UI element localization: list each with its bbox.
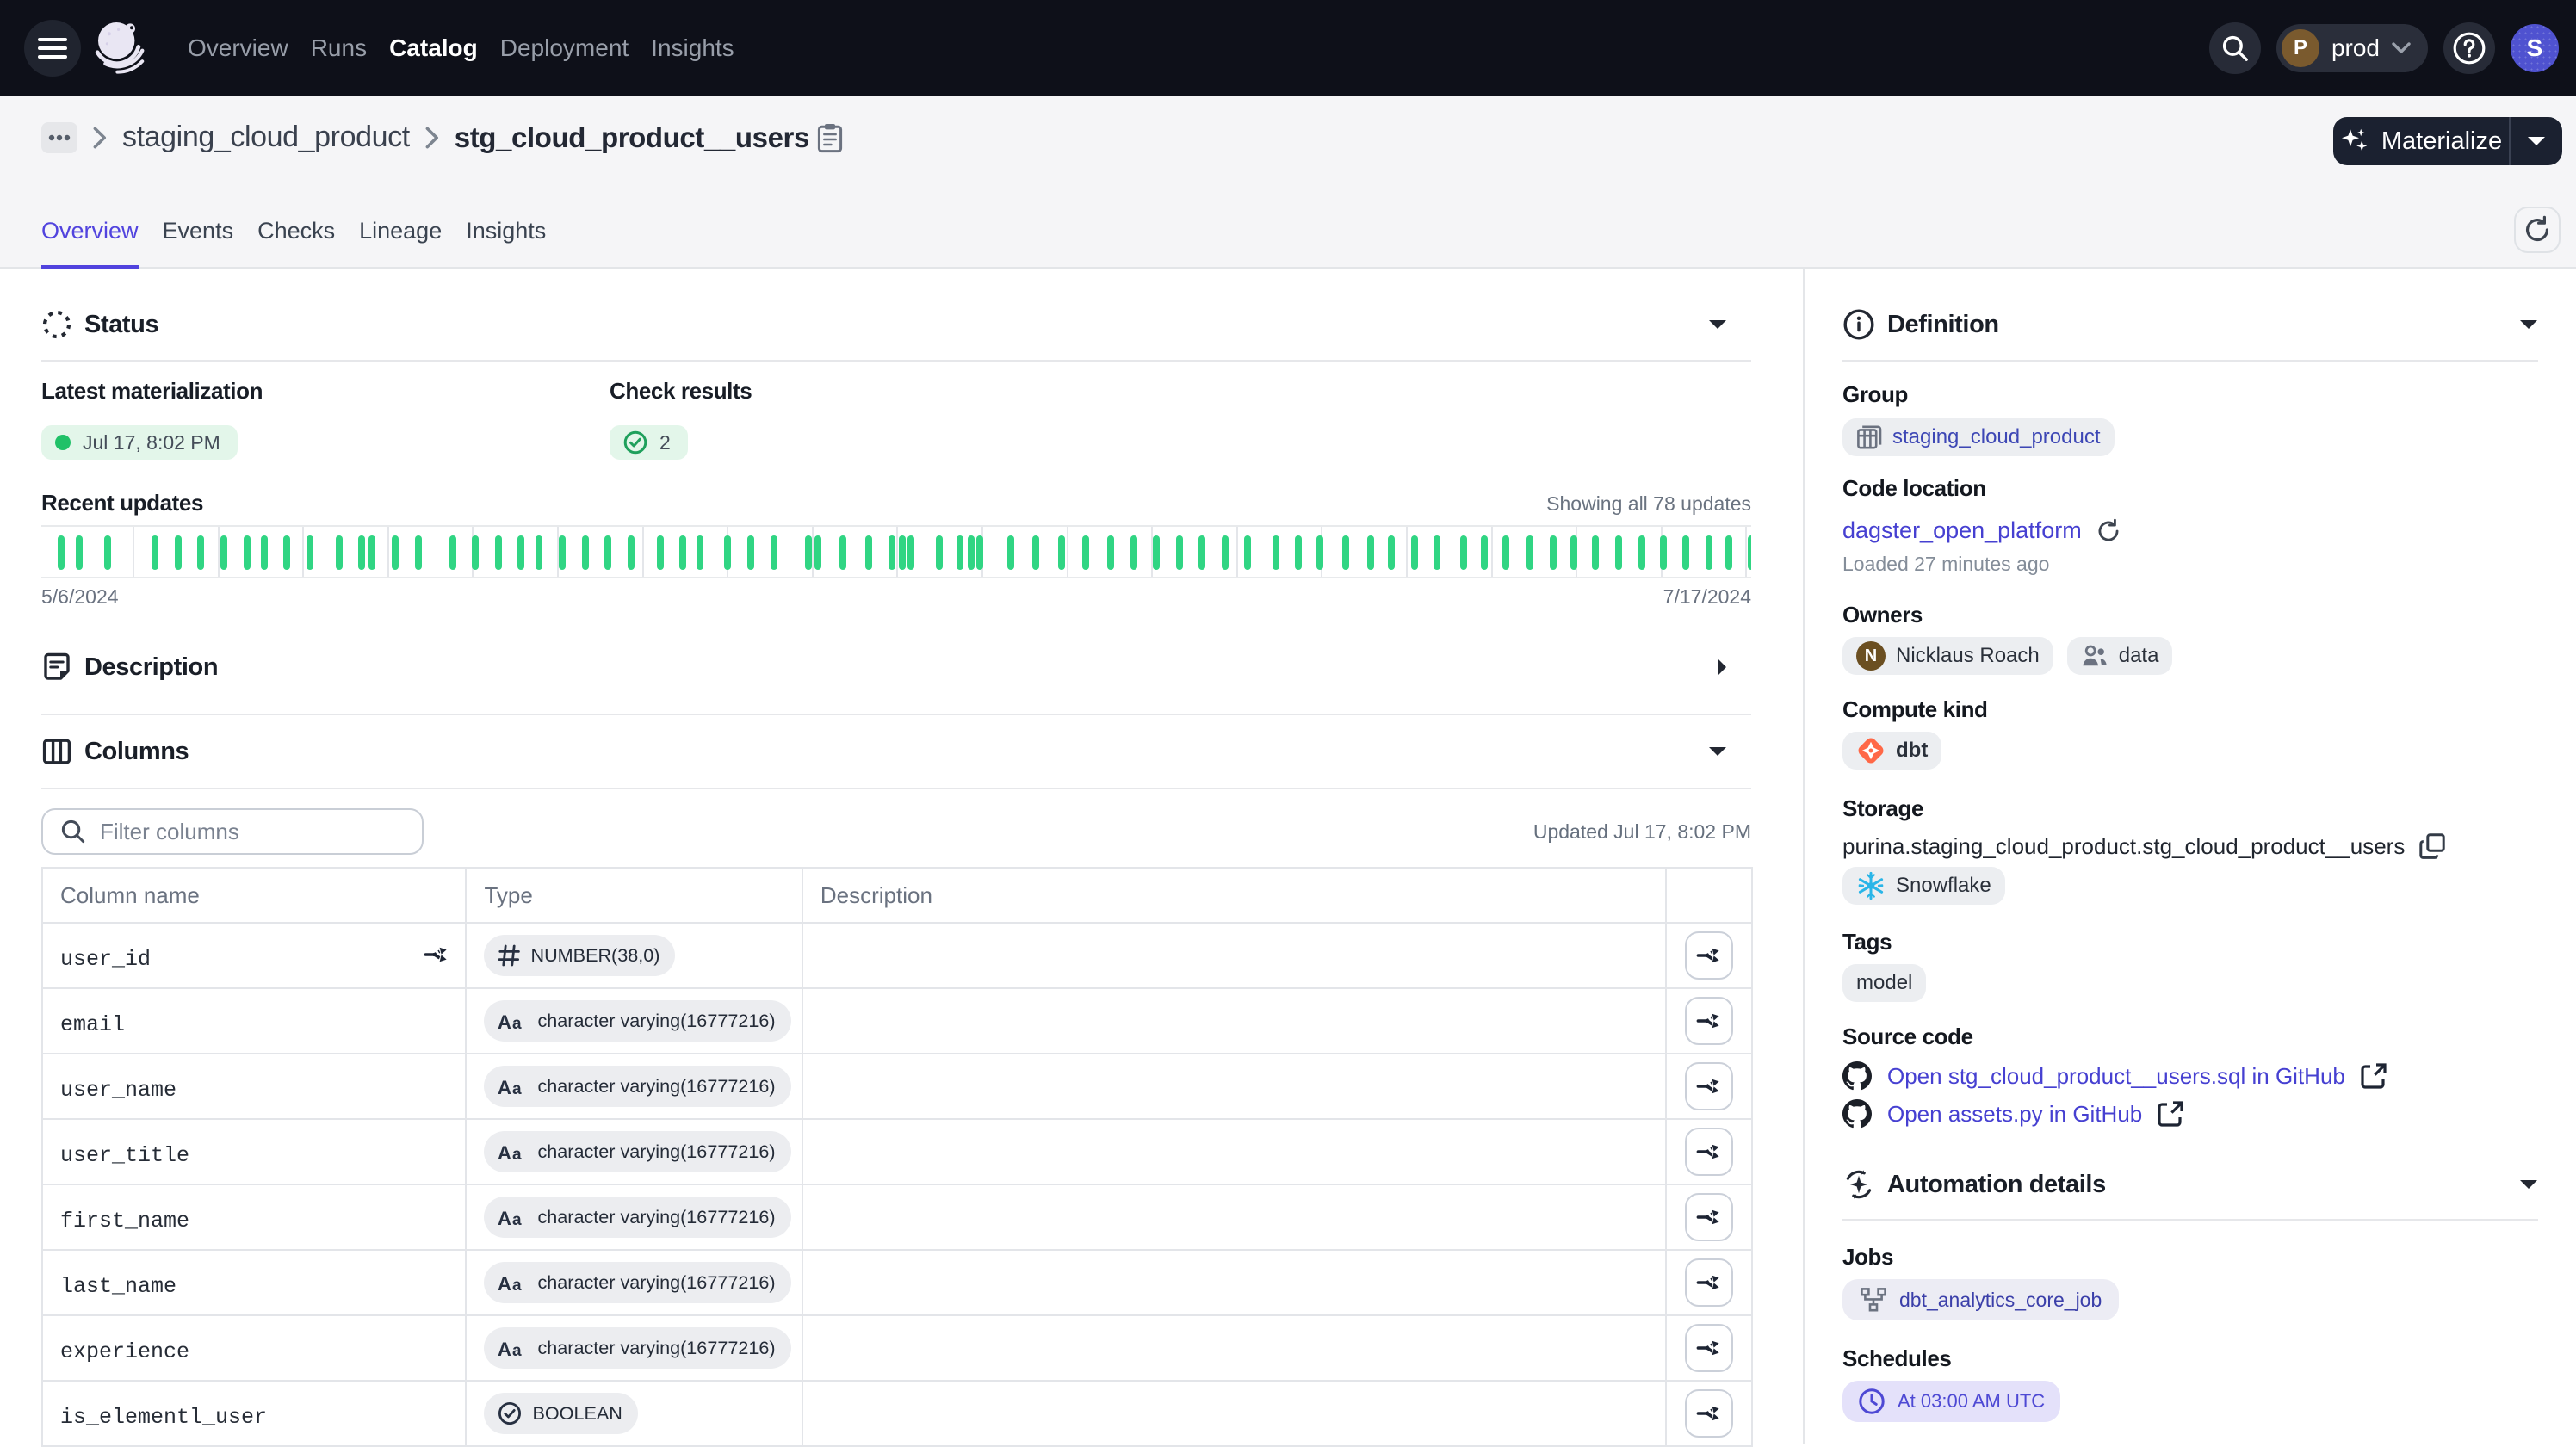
svg-text:a: a xyxy=(512,1342,522,1358)
svg-text:A: A xyxy=(498,1011,511,1031)
svg-text:a: a xyxy=(512,1146,522,1162)
svg-text:A: A xyxy=(498,1339,511,1358)
svg-text:a: a xyxy=(512,1277,522,1293)
svg-text:a: a xyxy=(512,1211,522,1227)
svg-text:A: A xyxy=(498,1142,511,1162)
svg-text:a: a xyxy=(512,1080,522,1097)
svg-text:A: A xyxy=(498,1208,511,1227)
svg-text:A: A xyxy=(498,1273,511,1293)
svg-text:A: A xyxy=(498,1077,511,1097)
svg-text:a: a xyxy=(512,1015,522,1031)
